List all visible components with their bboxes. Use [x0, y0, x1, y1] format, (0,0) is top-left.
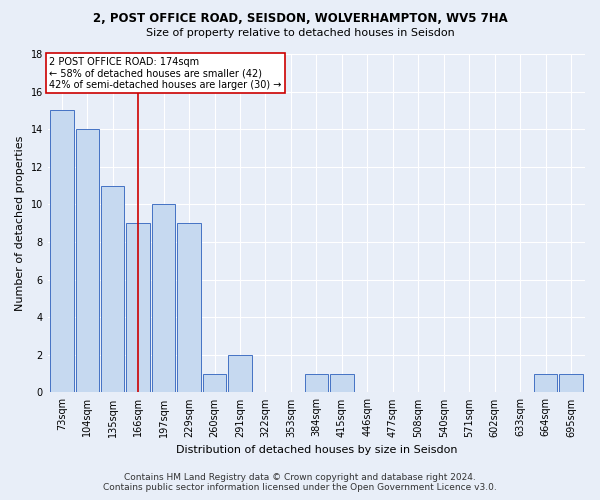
Bar	[534, 374, 557, 392]
Bar	[76, 129, 99, 392]
Bar	[559, 374, 583, 392]
Bar	[330, 374, 353, 392]
Bar	[101, 186, 124, 392]
Bar	[152, 204, 175, 392]
Text: Contains HM Land Registry data © Crown copyright and database right 2024.
Contai: Contains HM Land Registry data © Crown c…	[103, 473, 497, 492]
Y-axis label: Number of detached properties: Number of detached properties	[15, 136, 25, 311]
Text: 2, POST OFFICE ROAD, SEISDON, WOLVERHAMPTON, WV5 7HA: 2, POST OFFICE ROAD, SEISDON, WOLVERHAMP…	[92, 12, 508, 26]
Bar	[203, 374, 226, 392]
Bar	[127, 223, 150, 392]
Text: 2 POST OFFICE ROAD: 174sqm
← 58% of detached houses are smaller (42)
42% of semi: 2 POST OFFICE ROAD: 174sqm ← 58% of deta…	[49, 57, 281, 90]
X-axis label: Distribution of detached houses by size in Seisdon: Distribution of detached houses by size …	[176, 445, 457, 455]
Bar	[50, 110, 74, 392]
Bar	[305, 374, 328, 392]
Bar	[178, 223, 201, 392]
Text: Size of property relative to detached houses in Seisdon: Size of property relative to detached ho…	[146, 28, 454, 38]
Bar	[229, 355, 252, 393]
